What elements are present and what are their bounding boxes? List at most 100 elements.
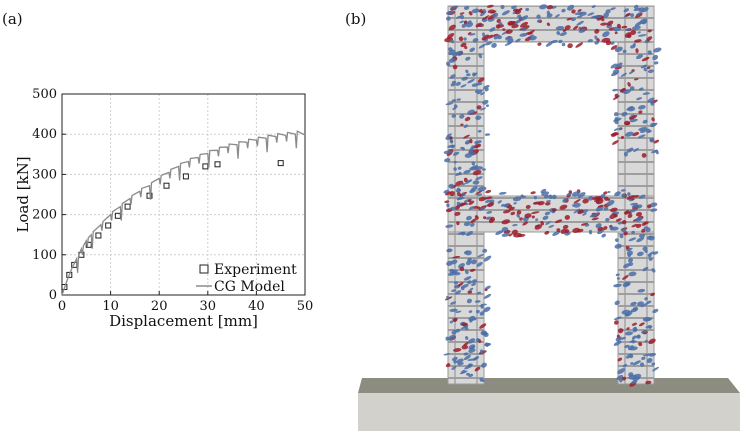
crack-particle (653, 61, 659, 65)
crack-particle-severe (618, 328, 624, 334)
crack-particle (620, 72, 627, 78)
crack-particle-severe (641, 153, 647, 158)
crack-particle (637, 134, 646, 139)
crack-particle (485, 104, 490, 107)
crack-particle (594, 35, 598, 40)
crack-particle (459, 14, 465, 20)
crack-particle (610, 41, 615, 45)
crack-particle-severe (620, 135, 625, 139)
crack-particle (462, 192, 466, 197)
crack-particle-severe (643, 221, 649, 225)
x-axis-label: Displacement [mm] (109, 312, 258, 330)
crack-particle-severe (603, 226, 608, 230)
crack-particle-severe (455, 180, 464, 186)
crack-particle (635, 216, 643, 222)
crack-particle-severe (627, 33, 632, 39)
crack-particle-severe (605, 40, 612, 46)
crack-particle (467, 109, 475, 115)
crack-particle (448, 183, 455, 189)
crack-particle (626, 247, 633, 252)
crack-particle-severe (653, 139, 660, 144)
crack-particle (446, 203, 450, 208)
crack-particle (464, 326, 469, 331)
crack-particle (645, 128, 651, 133)
crack-particle (623, 151, 628, 157)
crack-particle (587, 12, 595, 16)
crack-particle (482, 8, 487, 14)
crack-particle (484, 133, 491, 136)
crack-particle-severe (469, 138, 473, 144)
crack-particle-severe (469, 268, 476, 272)
crack-particle (453, 360, 457, 364)
crack-particle (605, 9, 611, 14)
crack-particle (629, 86, 635, 91)
crack-particle-severe (617, 357, 623, 362)
crack-particle (542, 215, 549, 221)
crack-particle (629, 354, 634, 359)
crack-particle-severe (460, 42, 467, 48)
crack-particle-severe (562, 28, 567, 32)
crack-particle (444, 158, 451, 163)
crack-particle (535, 218, 539, 222)
y-tick-label: 500 (32, 87, 57, 102)
legend-label-cg-model: CG Model (214, 279, 285, 295)
crack-particle (500, 4, 505, 10)
crack-particle (479, 349, 484, 354)
crack-particle (648, 257, 653, 261)
crack-particle-severe (641, 56, 650, 62)
crack-particle-severe (626, 327, 630, 330)
crack-particle-severe (531, 211, 540, 214)
crack-particle-severe (545, 201, 551, 206)
data-point-experiment (114, 212, 121, 219)
crack-particle-severe (530, 191, 536, 195)
crack-particle (461, 23, 466, 28)
crack-particle (484, 41, 493, 46)
crack-particle-severe (571, 9, 576, 14)
crack-particle (463, 354, 471, 361)
crack-particle (455, 328, 461, 333)
crack-particle (638, 87, 644, 91)
crack-particle (615, 238, 619, 242)
crack-particle (610, 7, 616, 11)
crack-particle (637, 31, 641, 34)
crack-particle-severe (454, 211, 461, 216)
y-tick-label: 100 (32, 248, 57, 263)
crack-particle (468, 206, 475, 210)
crack-particle-severe (601, 18, 605, 22)
crack-particle (472, 37, 479, 43)
crack-particle (613, 340, 622, 346)
legend-label-experiment: Experiment (214, 262, 297, 278)
crack-particle (480, 107, 486, 111)
crack-particle (641, 19, 648, 25)
crack-particle (633, 7, 642, 12)
crack-particle (630, 13, 635, 18)
crack-particle (445, 102, 454, 106)
crack-particle (454, 281, 459, 285)
crack-particle-severe (646, 36, 653, 41)
crack-particle (516, 19, 521, 24)
crack-particle (636, 54, 643, 60)
crack-particle-severe (461, 322, 468, 327)
crack-particle (561, 42, 566, 47)
crack-particle (463, 124, 469, 128)
x-axis-ticks: 0 10 20 30 40 50 (58, 291, 313, 314)
crack-particle (450, 82, 456, 87)
crack-particle-severe (508, 20, 516, 26)
crack-particle (469, 287, 474, 291)
crack-particle (545, 221, 552, 225)
crack-particle (594, 40, 600, 45)
crack-particle (548, 224, 555, 228)
crack-particle (637, 288, 646, 293)
crack-particle-severe (611, 140, 619, 145)
crack-particle (451, 99, 457, 102)
crack-particle (466, 298, 472, 304)
crack-particle (615, 273, 620, 277)
crack-particle (456, 187, 461, 192)
crack-particle (474, 300, 481, 303)
x-tick-label: 30 (200, 299, 217, 314)
crack-particle (644, 339, 648, 343)
crack-particle (636, 97, 643, 101)
crack-particle (642, 119, 648, 124)
y-tick-label: 300 (32, 167, 57, 182)
crack-particle (582, 212, 587, 216)
